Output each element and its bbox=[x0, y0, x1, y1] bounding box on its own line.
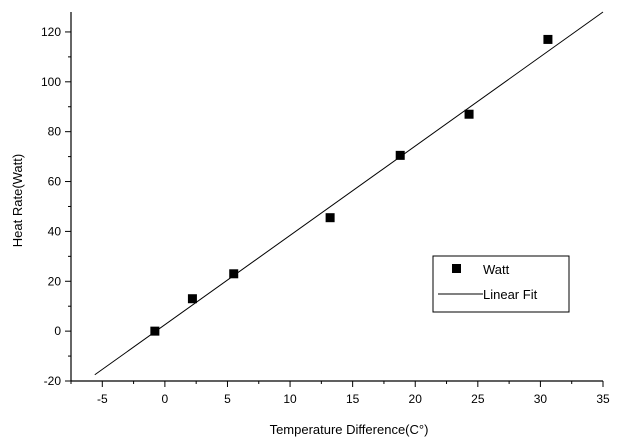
data-point bbox=[150, 326, 160, 336]
legend: Watt Linear Fit bbox=[432, 255, 570, 313]
x-tick-label: -5 bbox=[97, 392, 108, 406]
y-ticks: -20 0 20 40 60 80 100 120 bbox=[41, 25, 71, 388]
y-tick-label: 80 bbox=[48, 125, 62, 139]
x-axis-title: Temperature Difference(C°) bbox=[270, 422, 429, 437]
y-tick-label: -20 bbox=[44, 374, 62, 388]
data-point bbox=[229, 269, 239, 279]
axes bbox=[70, 12, 603, 382]
x-tick-label: 20 bbox=[409, 392, 423, 406]
legend-label-watt: Watt bbox=[483, 262, 510, 277]
y-tick-label: 20 bbox=[48, 274, 62, 288]
y-tick-label: 120 bbox=[41, 25, 61, 39]
legend-marker-watt bbox=[452, 264, 461, 273]
x-tick-label: 30 bbox=[534, 392, 548, 406]
x-tick-label: 15 bbox=[346, 392, 360, 406]
y-tick-label: 40 bbox=[48, 224, 62, 238]
y-tick-label: 0 bbox=[54, 324, 61, 338]
data-point bbox=[464, 109, 474, 119]
data-point bbox=[187, 294, 197, 304]
y-tick-label: 60 bbox=[48, 175, 62, 189]
x-tick-label: 0 bbox=[162, 392, 169, 406]
y-axis-title: Heat Rate(Watt) bbox=[10, 154, 25, 247]
x-ticks: -5 0 5 10 15 20 25 30 35 bbox=[70, 381, 610, 406]
linear-fit-line bbox=[94, 11, 604, 376]
x-tick-label: 25 bbox=[471, 392, 485, 406]
data-point bbox=[395, 150, 405, 160]
legend-box bbox=[432, 255, 570, 313]
data-point bbox=[325, 213, 335, 223]
x-tick-label: 10 bbox=[283, 392, 297, 406]
data-point bbox=[543, 34, 553, 44]
plot-area bbox=[94, 11, 604, 376]
y-tick-label: 100 bbox=[41, 75, 61, 89]
legend-label-fit: Linear Fit bbox=[483, 287, 538, 302]
x-tick-label: 5 bbox=[224, 392, 231, 406]
x-tick-label: 35 bbox=[596, 392, 610, 406]
